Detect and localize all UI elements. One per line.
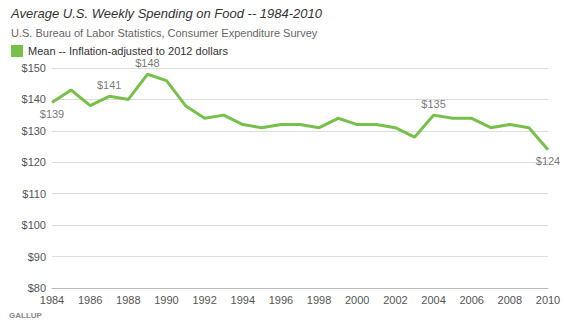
svg-text:$110: $110 xyxy=(22,188,46,200)
svg-text:$100: $100 xyxy=(22,219,46,231)
svg-text:1990: 1990 xyxy=(154,294,178,306)
svg-text:2006: 2006 xyxy=(459,294,483,306)
svg-text:$120: $120 xyxy=(22,156,46,168)
svg-text:1984: 1984 xyxy=(40,294,64,306)
svg-text:U.S. Bureau of Labor Statistic: U.S. Bureau of Labor Statistics, Consume… xyxy=(11,27,318,39)
svg-text:1994: 1994 xyxy=(231,294,255,306)
svg-text:Mean -- Inflation-adjusted to: Mean -- Inflation-adjusted to 2012 dolla… xyxy=(28,45,228,57)
svg-text:1986: 1986 xyxy=(78,294,102,306)
svg-text:2010: 2010 xyxy=(536,294,560,306)
svg-text:GALLUP: GALLUP xyxy=(9,311,43,320)
svg-text:$124: $124 xyxy=(536,155,560,167)
svg-text:1996: 1996 xyxy=(269,294,293,306)
svg-text:$80: $80 xyxy=(28,282,46,294)
svg-text:1988: 1988 xyxy=(116,294,140,306)
svg-text:1992: 1992 xyxy=(192,294,216,306)
svg-text:$150: $150 xyxy=(22,62,46,74)
svg-text:$140: $140 xyxy=(22,93,46,105)
svg-text:$141: $141 xyxy=(97,79,121,91)
svg-text:Average U.S. Weekly Spending o: Average U.S. Weekly Spending on Food -- … xyxy=(10,6,323,21)
svg-text:2002: 2002 xyxy=(383,294,407,306)
svg-text:$135: $135 xyxy=(421,98,445,110)
svg-text:$148: $148 xyxy=(135,57,159,69)
svg-text:$139: $139 xyxy=(40,108,64,120)
svg-text:2008: 2008 xyxy=(498,294,522,306)
svg-text:2000: 2000 xyxy=(345,294,369,306)
svg-text:2004: 2004 xyxy=(421,294,445,306)
svg-text:$90: $90 xyxy=(28,251,46,263)
svg-text:1998: 1998 xyxy=(307,294,331,306)
svg-text:$130: $130 xyxy=(22,125,46,137)
